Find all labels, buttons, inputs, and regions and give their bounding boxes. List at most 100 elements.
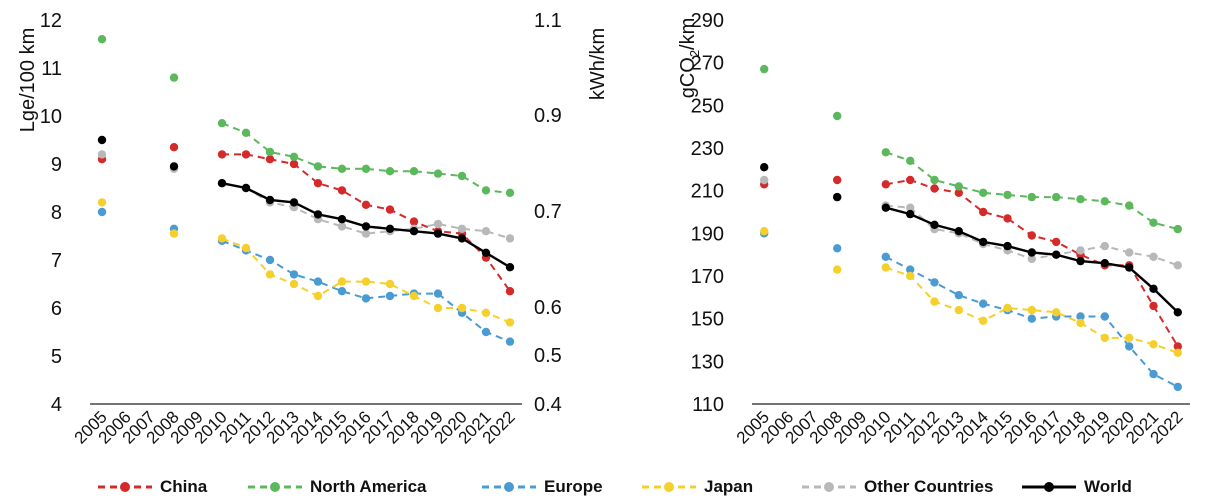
- y-axis-label: Lge/100 km: [17, 28, 39, 133]
- data-point-north-america: [265, 147, 275, 157]
- data-point-japan: [313, 291, 323, 301]
- legend-label-other-countries: Other Countries: [864, 477, 994, 496]
- data-point-world: [385, 224, 395, 233]
- data-point-world: [1052, 250, 1061, 259]
- data-point-china: [505, 287, 515, 296]
- data-point-japan: [289, 279, 299, 289]
- data-point-north-america: [906, 156, 915, 165]
- legend-marker-other-countries: [802, 482, 856, 492]
- data-point-other-countries: [906, 203, 915, 212]
- y-tick-label: 130: [691, 351, 724, 373]
- series-japan: [97, 198, 515, 327]
- data-point-north-america: [289, 152, 299, 161]
- data-point-world: [361, 222, 371, 231]
- data-point-china: [906, 175, 915, 185]
- y-tick-label: 6: [51, 298, 62, 320]
- y-tick-label: 7: [51, 250, 62, 272]
- data-point-europe: [1173, 382, 1183, 392]
- data-point-japan: [1003, 303, 1012, 313]
- data-point-europe: [289, 270, 299, 279]
- y-tick-label: 190: [691, 223, 724, 245]
- legend-item-europe: Europe: [480, 474, 603, 500]
- data-point-japan: [1076, 318, 1085, 328]
- data-point-japan: [1027, 305, 1037, 315]
- data-point-world: [337, 215, 347, 224]
- data-point-world: [979, 237, 988, 247]
- data-point-north-america: [954, 182, 963, 191]
- data-point-europe: [1125, 342, 1134, 351]
- charts-svg: 4567891011122005200620072008200920102011…: [17, 10, 1190, 448]
- data-point-europe: [385, 291, 395, 301]
- legend-item-world: World: [1020, 474, 1132, 500]
- data-point-japan: [457, 303, 467, 313]
- data-point-china: [1052, 237, 1061, 247]
- data-point-north-america: [1052, 192, 1061, 202]
- data-point-north-america: [930, 175, 939, 185]
- data-point-europe: [313, 277, 323, 286]
- legend-label-europe: Europe: [544, 477, 603, 496]
- y2-tick-label: 0.9: [534, 105, 562, 127]
- data-point-japan: [481, 308, 491, 317]
- legend-label-china: China: [160, 477, 208, 496]
- data-point-world: [1100, 259, 1110, 268]
- data-point-china: [979, 207, 988, 217]
- series-line-north-america: [221, 122, 511, 194]
- data-point-japan: [169, 229, 179, 238]
- data-point-japan: [217, 234, 227, 243]
- data-point-other-countries: [1076, 246, 1085, 255]
- data-point-north-america: [409, 167, 419, 176]
- data-point-world: [217, 179, 227, 188]
- data-point-europe: [265, 255, 275, 265]
- y2-tick-label: 0.6: [534, 297, 562, 319]
- y-tick-label: 150: [691, 309, 724, 331]
- data-point-world: [265, 195, 275, 205]
- data-point-other-countries: [1149, 252, 1158, 261]
- data-point-world: [97, 135, 107, 145]
- data-point-japan: [954, 305, 963, 315]
- data-point-japan: [337, 277, 347, 286]
- y2-tick-label: 0.7: [534, 201, 562, 223]
- data-point-world: [241, 183, 251, 193]
- data-point-world: [481, 248, 491, 257]
- data-point-north-america: [433, 169, 443, 178]
- data-point-north-america: [313, 162, 323, 171]
- data-point-japan: [1173, 348, 1183, 357]
- y-tick-label: 10: [40, 106, 62, 128]
- legend-marker-europe: [482, 482, 536, 492]
- y-tick-label: 210: [691, 181, 724, 203]
- y-axis-label: gCO2/km: [677, 18, 702, 99]
- data-point-japan: [505, 318, 515, 327]
- data-point-europe: [433, 289, 443, 298]
- data-point-world: [505, 263, 515, 272]
- data-point-china: [1003, 214, 1012, 223]
- data-point-china: [313, 179, 323, 188]
- data-point-japan: [1125, 333, 1134, 343]
- series-other-countries: [760, 175, 1183, 270]
- data-point-north-america: [1100, 197, 1110, 206]
- data-point-japan: [361, 277, 371, 286]
- y-tick-label: 170: [691, 266, 724, 288]
- legend-item-north-america: North America: [246, 474, 427, 500]
- series-line-north-america: [885, 151, 1179, 231]
- data-point-world: [954, 227, 963, 236]
- data-point-world: [833, 192, 842, 202]
- y2-axis-label: kWh/km: [587, 28, 609, 100]
- data-point-north-america: [217, 119, 227, 128]
- y-tick-label: 110: [692, 394, 724, 416]
- data-point-world: [433, 229, 443, 238]
- data-point-world: [457, 234, 467, 243]
- data-point-europe: [481, 327, 491, 337]
- data-point-north-america: [481, 186, 491, 195]
- y2-tick-label: 1.1: [534, 10, 562, 32]
- legend-marker-north-america: [248, 482, 302, 492]
- legend-item-china: China: [96, 474, 207, 500]
- data-point-north-america: [1027, 192, 1037, 202]
- data-point-world: [1173, 308, 1183, 317]
- series-world: [97, 135, 515, 272]
- data-point-other-countries: [1173, 261, 1183, 270]
- series-other-countries: [97, 150, 515, 243]
- data-point-china: [930, 184, 939, 193]
- legend-marker-japan: [642, 482, 696, 492]
- data-point-japan: [1052, 308, 1061, 317]
